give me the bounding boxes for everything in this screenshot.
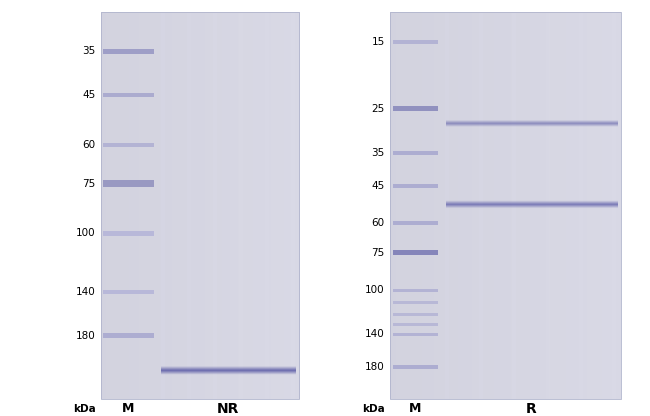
Bar bbox=[103, 231, 153, 235]
Text: M: M bbox=[410, 402, 422, 415]
Text: 35: 35 bbox=[83, 46, 96, 56]
Bar bbox=[103, 49, 153, 54]
Bar bbox=[393, 151, 438, 155]
Text: 75: 75 bbox=[372, 248, 385, 258]
Bar bbox=[393, 221, 438, 225]
Bar bbox=[393, 250, 438, 255]
Bar bbox=[393, 333, 438, 336]
Text: 180: 180 bbox=[76, 331, 96, 341]
Text: 25: 25 bbox=[372, 104, 385, 114]
Bar bbox=[103, 181, 153, 187]
Bar bbox=[103, 93, 153, 97]
Text: 45: 45 bbox=[372, 181, 385, 191]
Text: R: R bbox=[525, 401, 536, 416]
Bar bbox=[103, 290, 153, 294]
Bar bbox=[393, 301, 438, 304]
Bar bbox=[393, 184, 438, 188]
Text: 140: 140 bbox=[76, 287, 96, 297]
Text: kDa: kDa bbox=[73, 404, 96, 414]
Bar bbox=[393, 40, 438, 44]
Bar bbox=[103, 333, 153, 338]
Text: 15: 15 bbox=[372, 37, 385, 47]
Text: 60: 60 bbox=[83, 140, 96, 150]
Bar bbox=[101, 12, 299, 399]
Text: 60: 60 bbox=[372, 218, 385, 228]
Bar bbox=[103, 143, 153, 147]
Text: NR: NR bbox=[216, 401, 239, 416]
Bar bbox=[393, 365, 438, 369]
Text: 140: 140 bbox=[365, 329, 385, 339]
Bar bbox=[393, 106, 438, 111]
Bar bbox=[393, 313, 438, 316]
Text: kDa: kDa bbox=[362, 404, 385, 414]
Bar bbox=[390, 12, 621, 399]
Text: M: M bbox=[122, 402, 135, 415]
Text: 100: 100 bbox=[76, 228, 96, 238]
Text: 45: 45 bbox=[83, 90, 96, 100]
Bar bbox=[393, 323, 438, 326]
Text: 100: 100 bbox=[365, 285, 385, 295]
Bar bbox=[393, 289, 438, 292]
Text: 35: 35 bbox=[372, 148, 385, 158]
Text: 75: 75 bbox=[83, 178, 96, 188]
Text: 180: 180 bbox=[365, 362, 385, 372]
